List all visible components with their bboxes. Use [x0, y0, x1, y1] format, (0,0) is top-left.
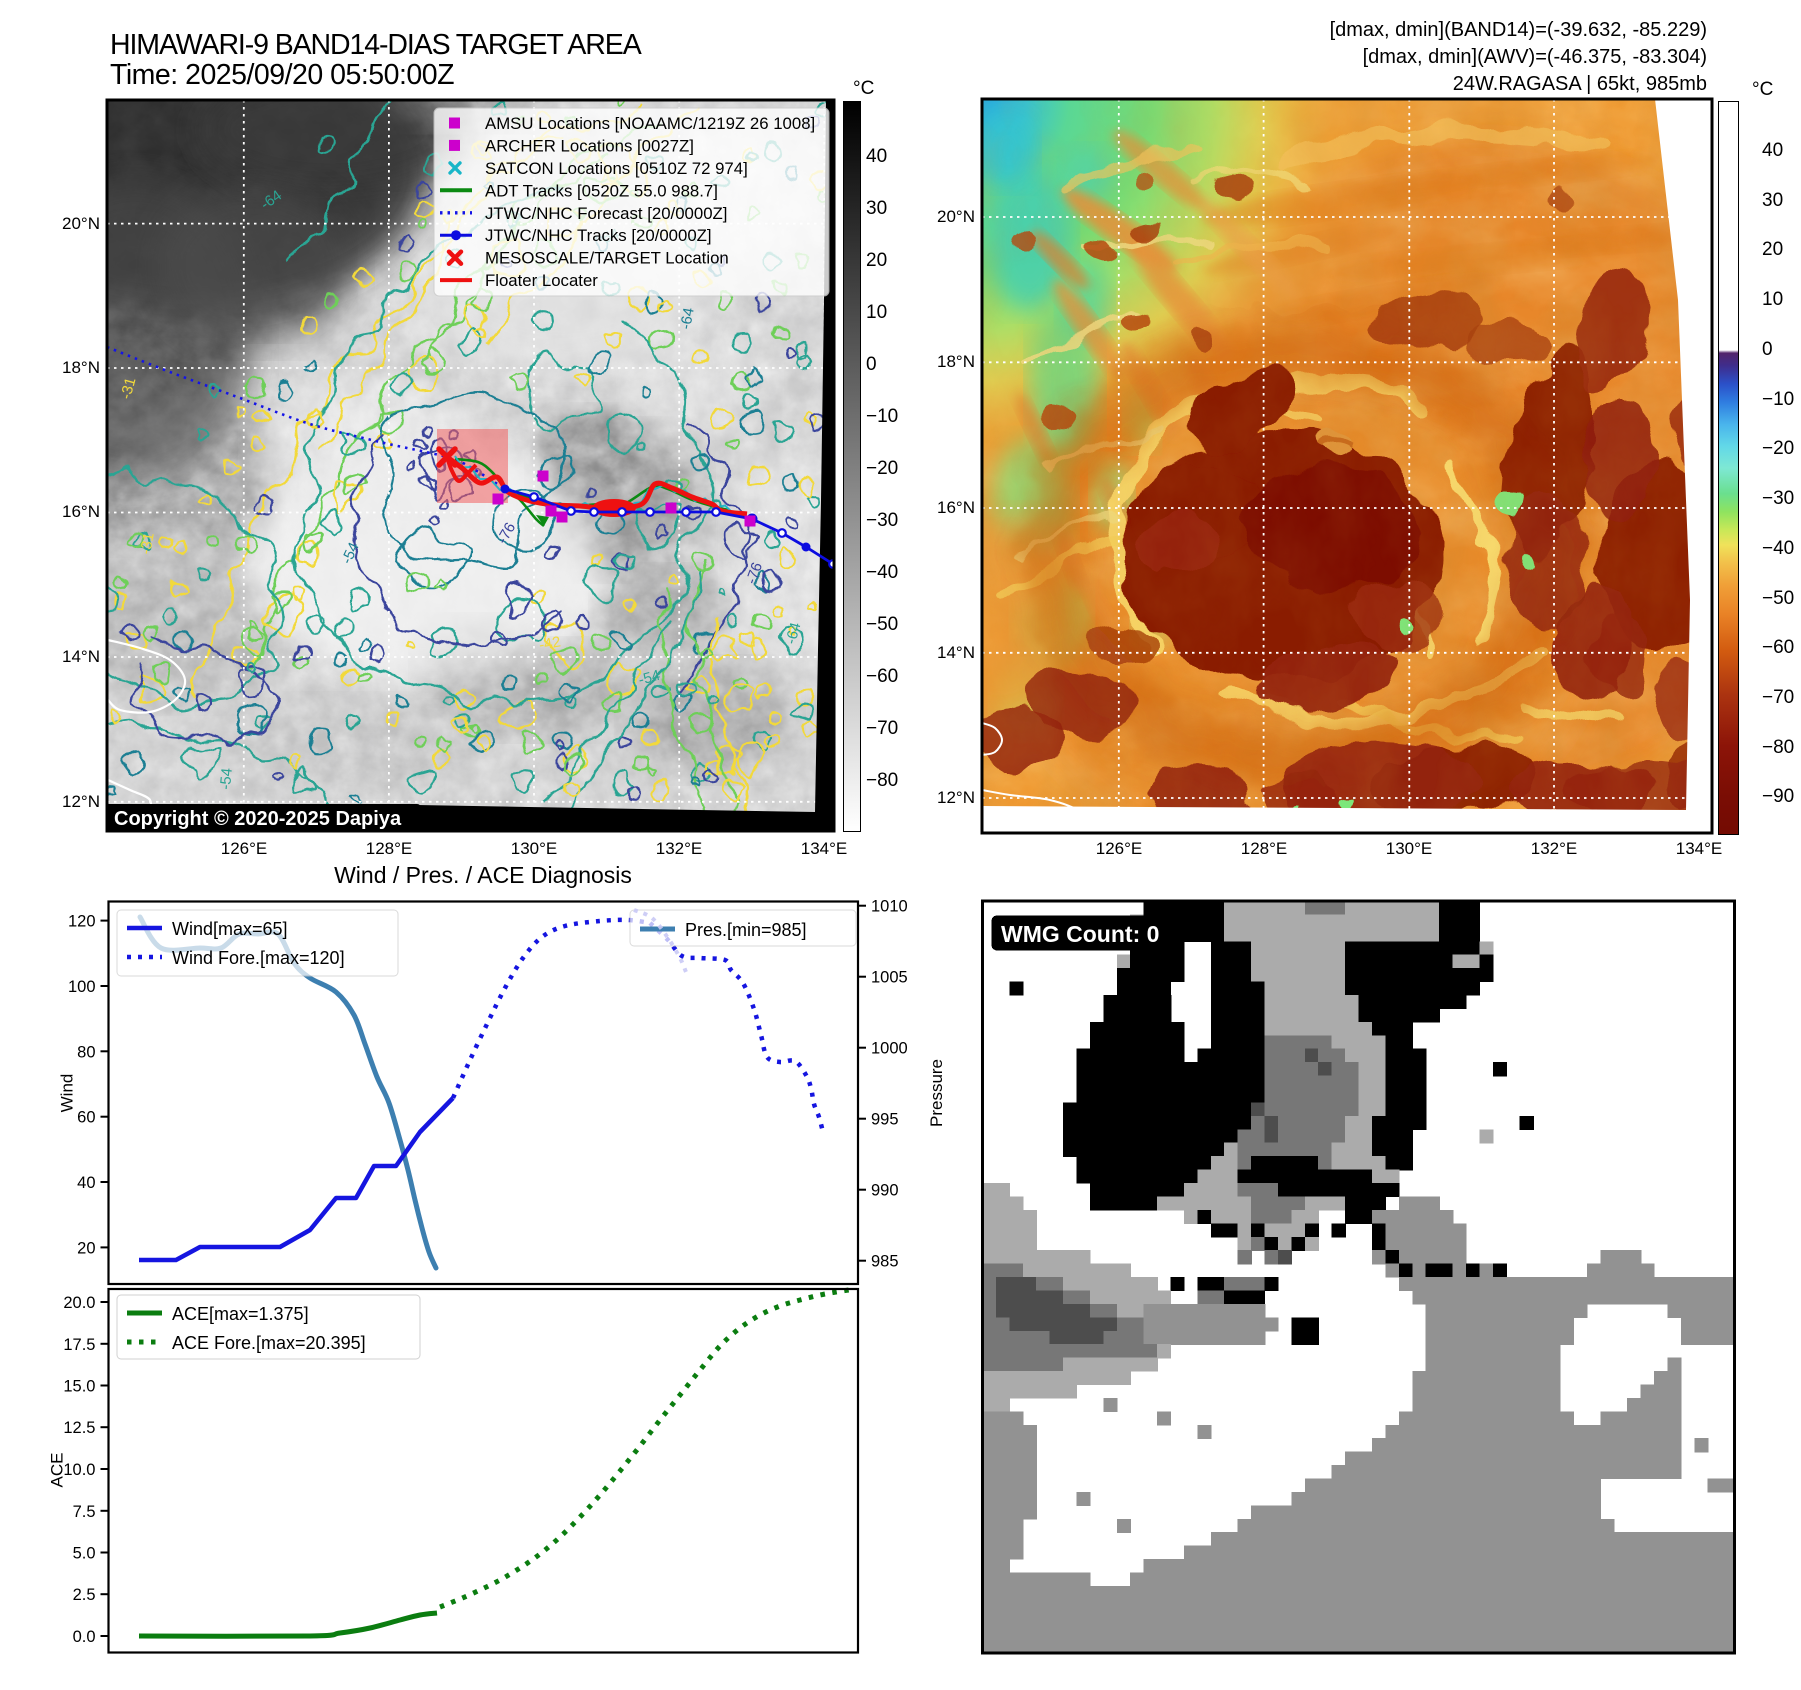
svg-text:995: 995	[871, 1111, 899, 1129]
svg-text:-76: -76	[743, 560, 766, 586]
svg-text:AMSU Locations [NOAAMC/1219Z 2: AMSU Locations [NOAAMC/1219Z 26 1008]	[485, 114, 815, 133]
svg-text:Copyright © 2020-2025 Dapiya: Copyright © 2020-2025 Dapiya	[114, 808, 402, 830]
svg-text:-54: -54	[637, 667, 662, 689]
svg-text:MESOSCALE/TARGET Location: MESOSCALE/TARGET Location	[485, 249, 729, 268]
svg-text:5.0: 5.0	[73, 1545, 96, 1563]
svg-text:ADT Tracks [0520Z 55.0 988.7]: ADT Tracks [0520Z 55.0 988.7]	[485, 181, 718, 200]
svg-text:Wind[max=65]: Wind[max=65]	[172, 919, 288, 939]
svg-text:7.5: 7.5	[73, 1503, 96, 1521]
svg-text:JTWC/NHC Forecast [20/0000Z]: JTWC/NHC Forecast [20/0000Z]	[485, 204, 727, 223]
svg-text:-31: -31	[137, 531, 158, 555]
svg-text:60: 60	[77, 1109, 95, 1127]
svg-text:15.0: 15.0	[63, 1378, 95, 1396]
svg-text:JTWC/NHC Tracks [20/0000Z]: JTWC/NHC Tracks [20/0000Z]	[485, 226, 712, 245]
svg-text:12.5: 12.5	[63, 1419, 95, 1437]
svg-text:-42: -42	[538, 633, 562, 654]
svg-text:985: 985	[871, 1253, 899, 1271]
svg-text:20.0: 20.0	[63, 1294, 95, 1312]
svg-text:17.5: 17.5	[63, 1336, 95, 1354]
svg-text:ARCHER Locations [0027Z]: ARCHER Locations [0027Z]	[485, 136, 694, 155]
svg-text:ACE Fore.[max=20.395]: ACE Fore.[max=20.395]	[172, 1333, 366, 1353]
svg-text:120: 120	[68, 913, 96, 931]
svg-text:100: 100	[68, 978, 96, 996]
svg-text:0.0: 0.0	[73, 1628, 96, 1646]
svg-text:Wind Fore.[max=120]: Wind Fore.[max=120]	[172, 948, 345, 968]
svg-text:ACE[max=1.375]: ACE[max=1.375]	[172, 1304, 309, 1324]
svg-text:Floater Locater: Floater Locater	[485, 271, 598, 290]
svg-text:SATCON Locations [0510Z 72 974: SATCON Locations [0510Z 72 974]	[485, 159, 748, 178]
svg-text:1005: 1005	[871, 969, 908, 987]
svg-text:10.0: 10.0	[63, 1461, 95, 1479]
svg-text:-64: -64	[782, 621, 804, 646]
svg-text:80: 80	[77, 1043, 95, 1061]
svg-text:-64: -64	[677, 306, 698, 330]
svg-text:WMG Count: 0: WMG Count: 0	[1001, 921, 1159, 947]
svg-text:1000: 1000	[871, 1040, 908, 1058]
svg-text:-54: -54	[217, 767, 236, 790]
svg-text:990: 990	[871, 1182, 899, 1200]
svg-text:Pres.[min=985]: Pres.[min=985]	[685, 920, 807, 940]
svg-text:40: 40	[77, 1174, 95, 1192]
svg-text:-31: -31	[117, 376, 139, 401]
svg-text:20: 20	[77, 1239, 95, 1257]
svg-text:2.5: 2.5	[73, 1586, 96, 1604]
svg-text:1010: 1010	[871, 898, 908, 916]
